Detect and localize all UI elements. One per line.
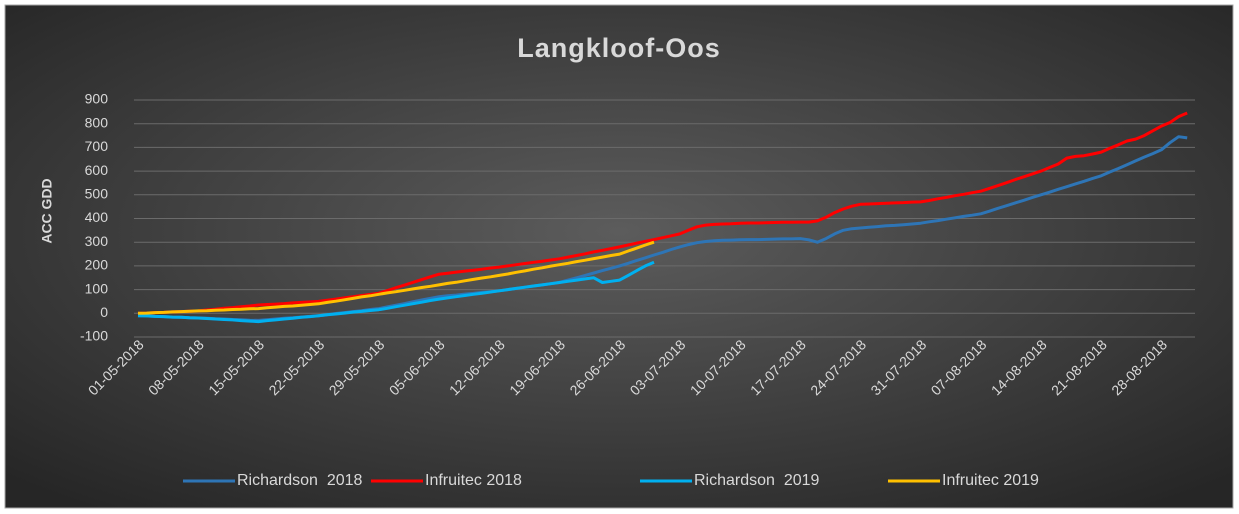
legend-label: Infruitec 2019 bbox=[942, 472, 1039, 489]
y-tick-label: 200 bbox=[85, 257, 109, 273]
y-tick-label: 900 bbox=[85, 91, 109, 107]
series-line bbox=[137, 240, 655, 315]
legend-label: Richardson 2018 bbox=[237, 472, 363, 489]
chart-title: Langkloof-Oos bbox=[517, 33, 721, 63]
y-tick-label: 300 bbox=[85, 233, 109, 249]
series-line bbox=[137, 111, 1188, 315]
y-tick-label: 700 bbox=[85, 138, 109, 154]
y-tick-label: 800 bbox=[85, 114, 109, 130]
chart-background bbox=[4, 4, 1234, 509]
legend-label: Infruitec 2018 bbox=[425, 472, 522, 489]
y-tick-label: 600 bbox=[85, 162, 109, 178]
series-line bbox=[137, 260, 655, 324]
y-tick-label: 0 bbox=[100, 304, 108, 320]
y-axis-label: ACC GDD bbox=[39, 178, 55, 243]
y-tick-label: 100 bbox=[85, 280, 109, 296]
legend-label: Richardson 2019 bbox=[694, 472, 820, 489]
y-tick-label: -100 bbox=[80, 328, 108, 344]
y-tick-label: 500 bbox=[85, 186, 109, 202]
y-tick-label: 400 bbox=[85, 209, 109, 225]
